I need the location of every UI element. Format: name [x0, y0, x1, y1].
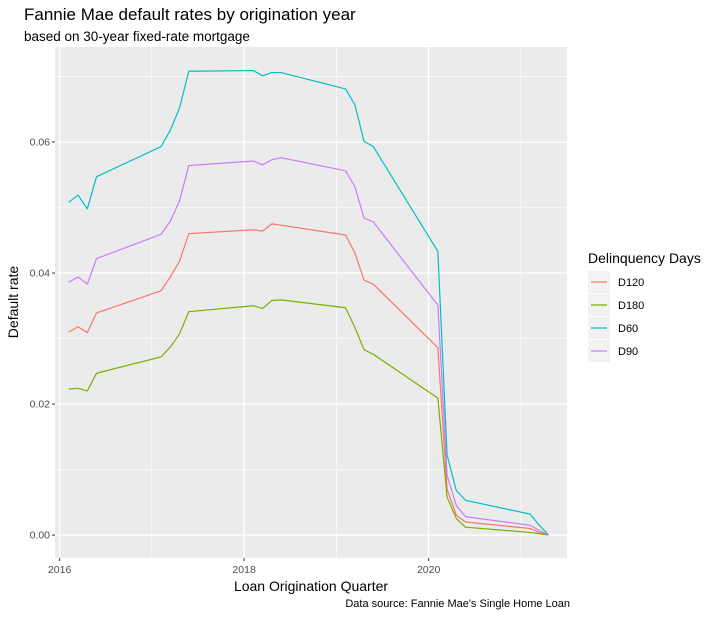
legend-label: D90 [618, 346, 638, 358]
chart-caption: Data source: Fannie Mae's Single Home Lo… [345, 598, 570, 610]
x-tick-label: 2020 [417, 564, 441, 576]
minor-gridlines [55, 47, 567, 558]
legend: Delinquency Days D120 D180 D60 D90 [588, 250, 701, 362]
chart-subtitle: based on 30-year fixed-rate mortgage [24, 29, 250, 44]
major-gridlines [55, 47, 567, 558]
series-line-d90 [68, 157, 549, 536]
y-tick-label: 0.06 [30, 136, 51, 148]
y-axis-title: Default rate [5, 266, 21, 339]
y-tick-label: 0.04 [30, 268, 51, 280]
plot-panel [55, 47, 567, 558]
series-line-d120 [68, 223, 549, 536]
series-line-d180 [68, 299, 549, 536]
y-tick-label: 0.02 [30, 399, 51, 411]
x-tick-label: 2018 [232, 564, 256, 576]
legend-label: D60 [618, 323, 638, 335]
legend-label: D120 [618, 277, 644, 289]
legend-title: Delinquency Days [588, 250, 701, 266]
y-tick-label: 0.00 [30, 530, 51, 542]
x-axis-title: Loan Origination Quarter [234, 578, 388, 594]
series-lines [68, 69, 549, 536]
legend-label: D180 [618, 300, 644, 312]
chart-title: Fannie Mae default rates by origination … [24, 5, 356, 24]
x-axis-ticks: 2016 2018 2020 [48, 558, 441, 576]
x-tick-label: 2016 [48, 564, 72, 576]
series-line-d60 [68, 69, 549, 536]
y-axis-ticks: 0.00 0.02 0.04 0.06 [30, 136, 55, 542]
